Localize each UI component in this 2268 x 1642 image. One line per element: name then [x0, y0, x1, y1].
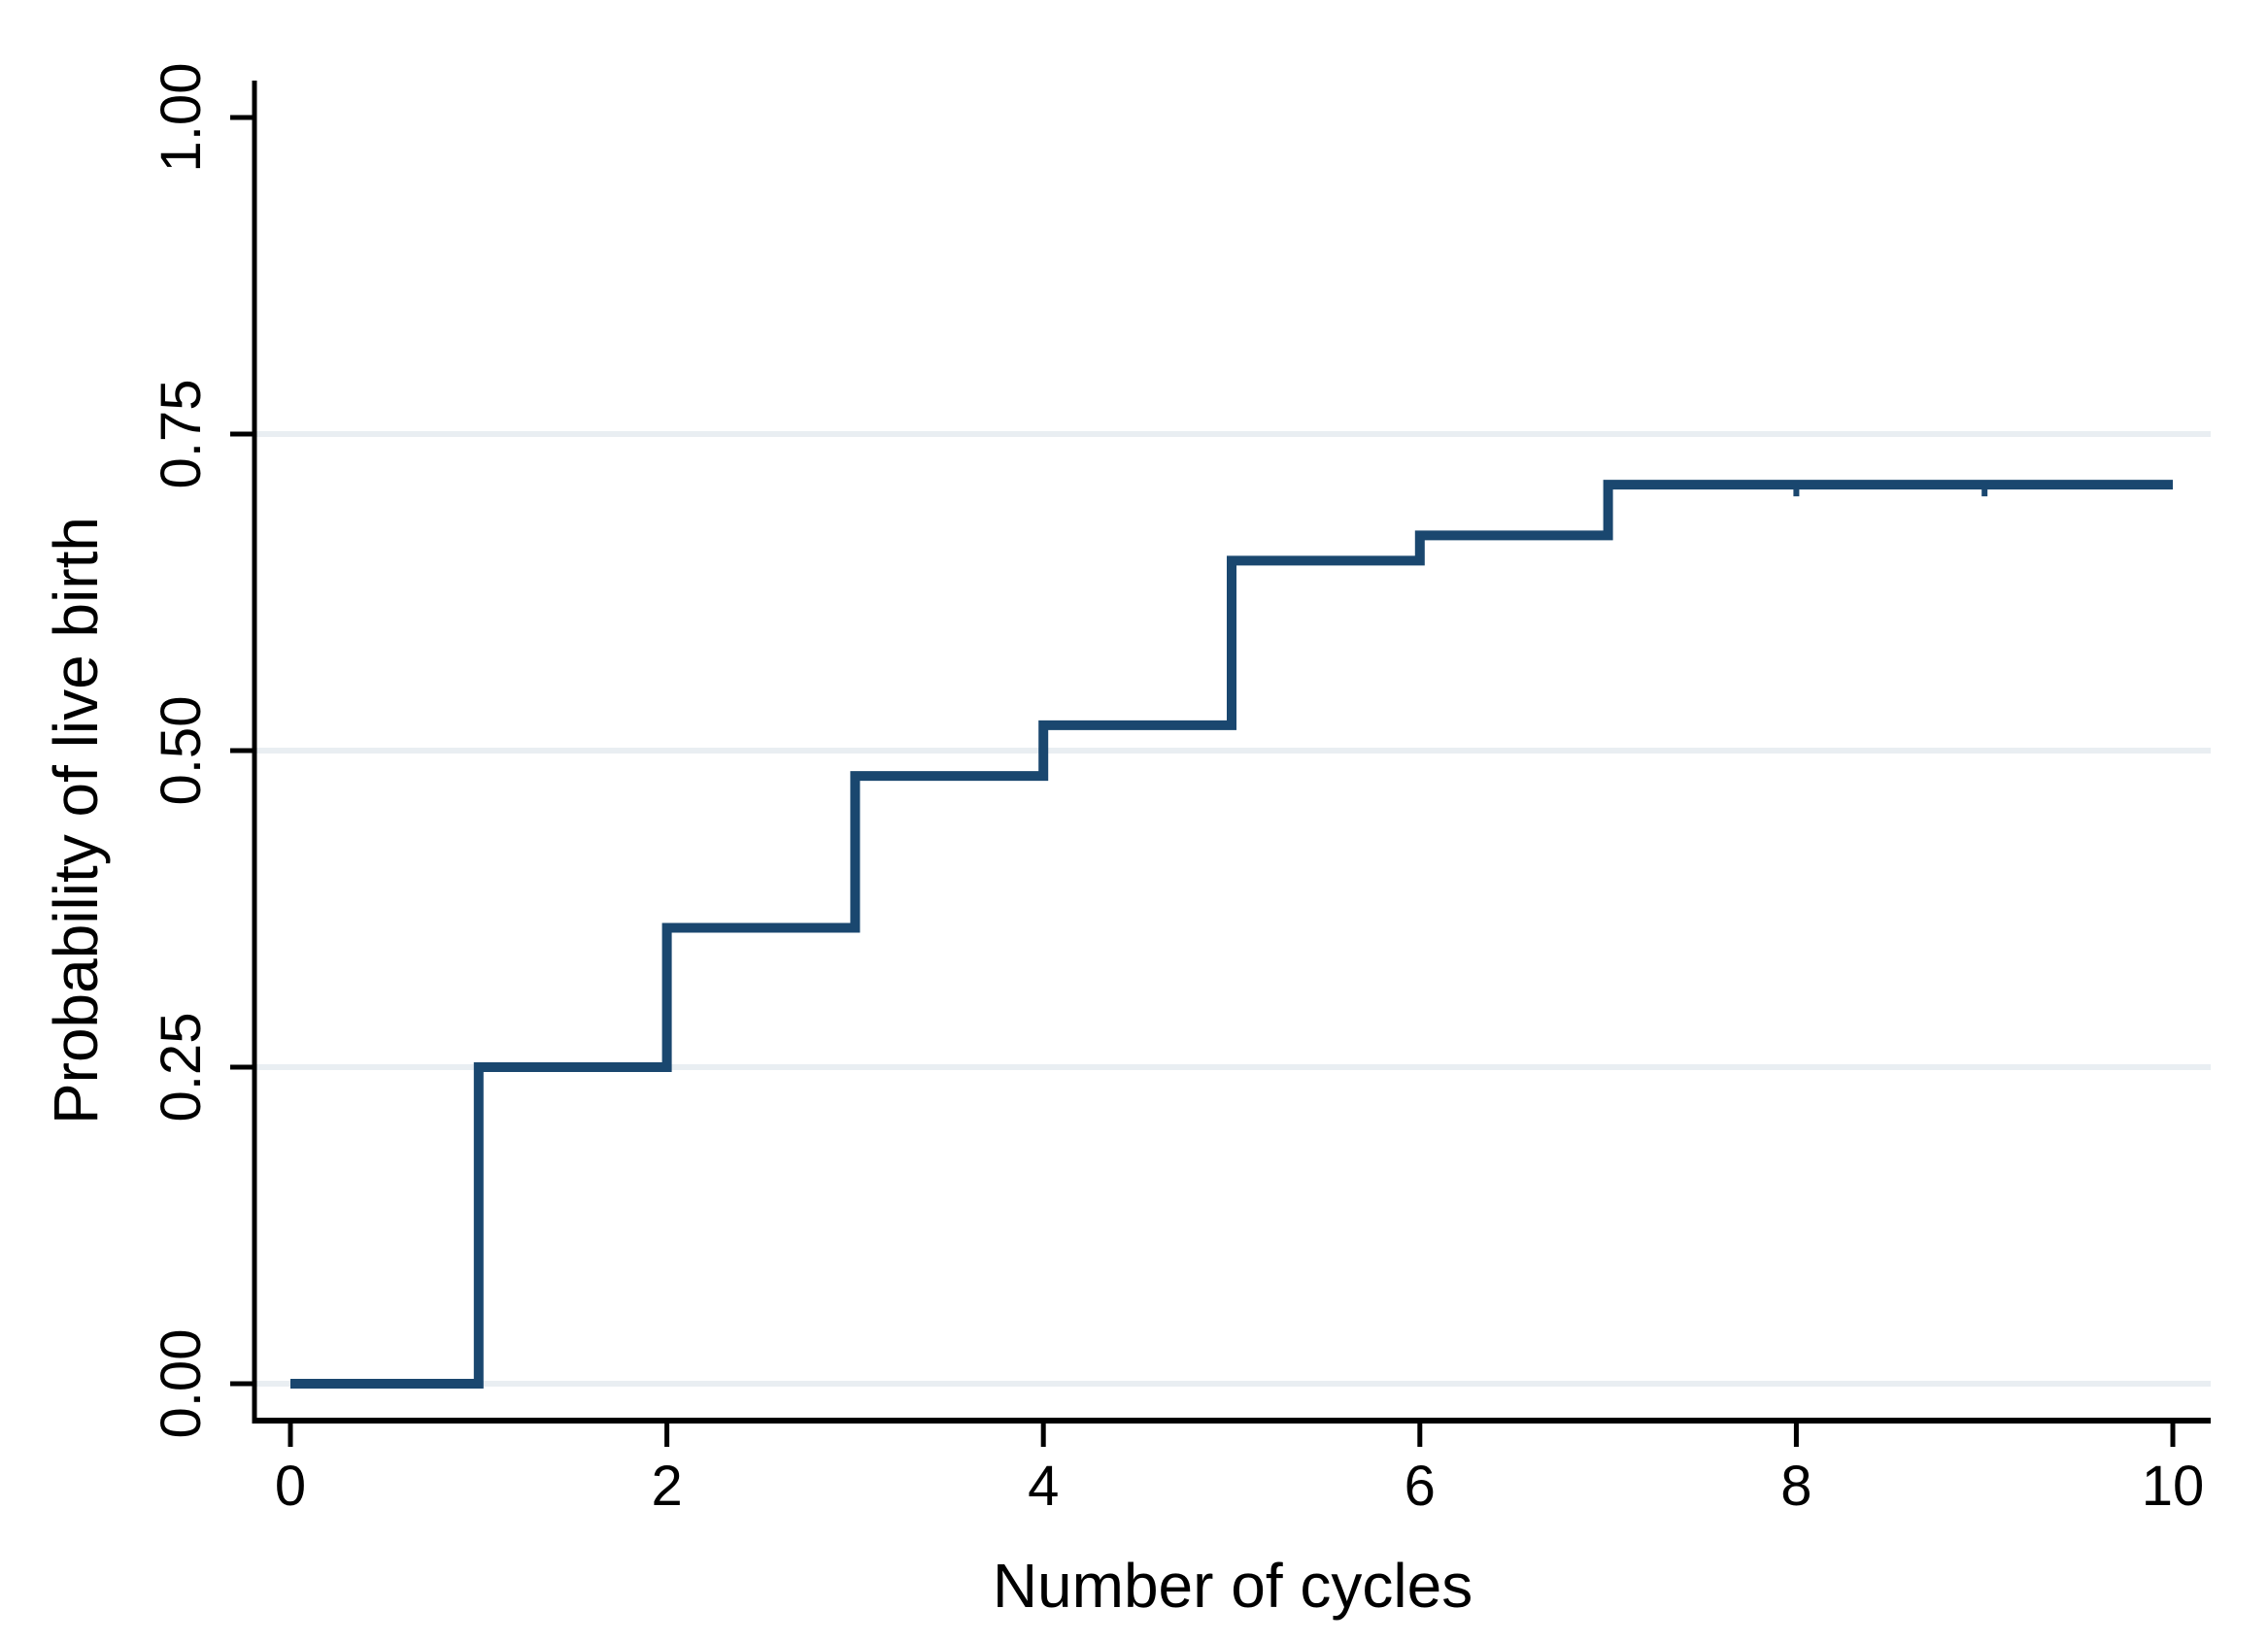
y-tick-marks	[230, 115, 254, 1387]
y-tick-label: 0.75	[150, 380, 213, 489]
y-axis-title: Probability of live birth	[41, 517, 111, 1124]
y-tick-label: 0.25	[150, 1013, 213, 1123]
y-tick-label: 0.00	[150, 1329, 213, 1439]
x-tick-labels: 0 2 4 6 8 10	[275, 1455, 2204, 1518]
x-tick-label: 10	[2142, 1455, 2205, 1518]
x-tick-label: 8	[1780, 1455, 1811, 1518]
censor-mark	[1793, 488, 1800, 497]
censor-marks	[1793, 488, 1988, 497]
y-tick-label: 0.50	[150, 696, 213, 806]
censor-mark	[1981, 488, 1988, 497]
y-tick-labels: 0.00 0.25 0.50 0.75 1.00	[150, 63, 213, 1439]
x-tick-marks	[288, 1421, 2176, 1447]
survival-step-line	[290, 480, 2173, 1389]
y-tick-label: 1.00	[150, 63, 213, 173]
x-tick-label: 4	[1028, 1455, 1059, 1518]
x-tick-label: 2	[651, 1455, 682, 1518]
x-tick-label: 6	[1405, 1455, 1436, 1518]
x-tick-label: 0	[275, 1455, 306, 1518]
x-axis-title: Number of cycles	[993, 1551, 1473, 1621]
